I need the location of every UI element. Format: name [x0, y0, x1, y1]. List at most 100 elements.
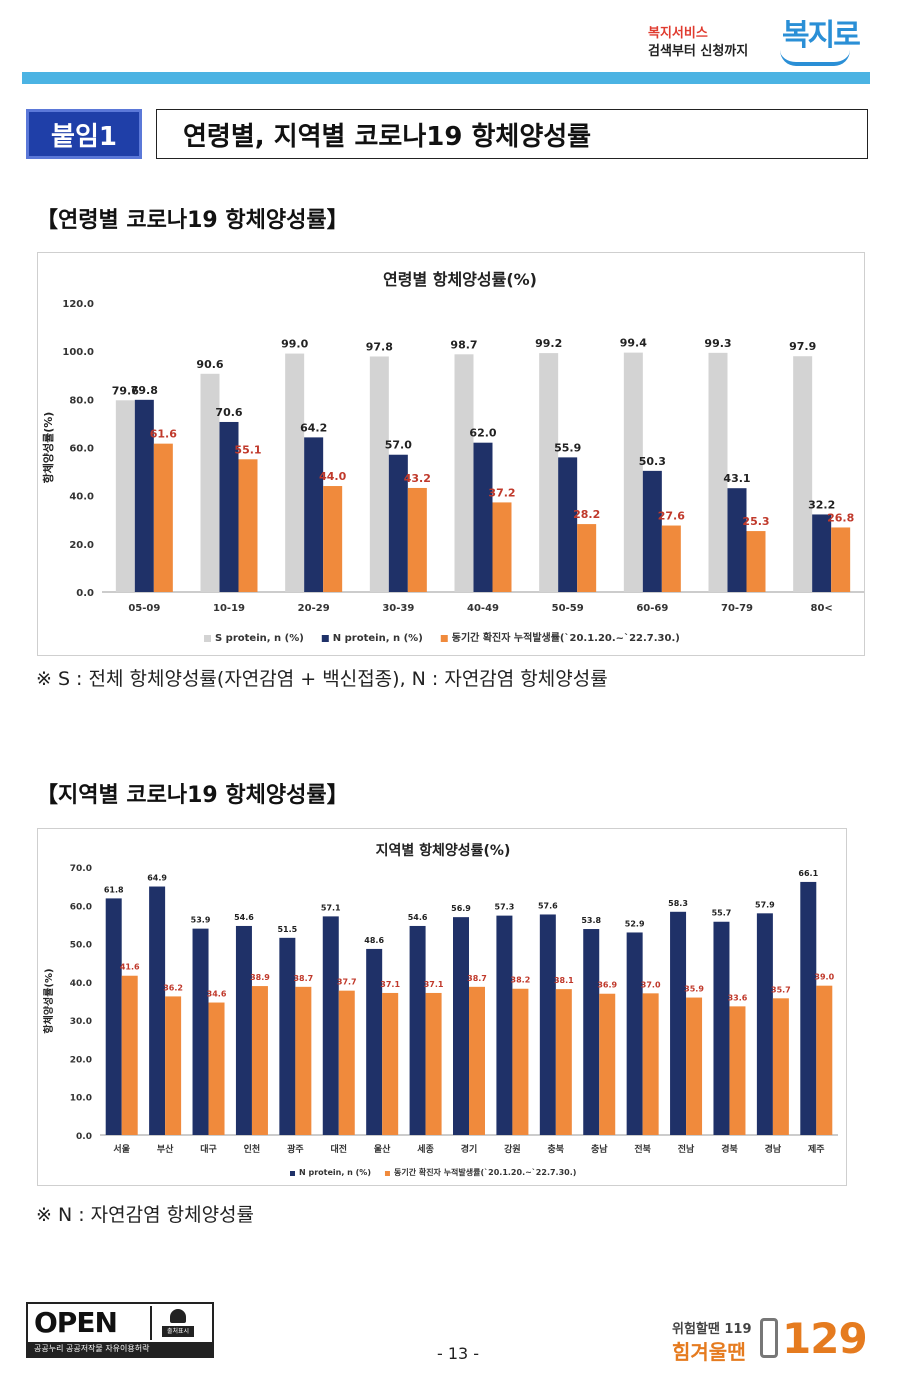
data-label: 37.1	[424, 980, 444, 989]
data-label: 55.7	[712, 909, 732, 918]
legend-swatch	[321, 635, 329, 642]
bar	[322, 916, 339, 1135]
legend-entry: 동기간 확진자 누적발생률(`20.1.20.~`22.7.30.)	[452, 631, 680, 644]
data-label: 37.0	[641, 980, 661, 989]
bar	[338, 990, 355, 1135]
attachment-badge: 붙임1	[26, 109, 142, 159]
y-tick-label: 30.0	[70, 1017, 92, 1027]
data-label: 58.3	[668, 899, 688, 908]
attribution-label: 출처표시	[162, 1326, 194, 1337]
data-label: 57.9	[755, 900, 775, 909]
bar	[192, 928, 209, 1135]
bar	[772, 998, 789, 1135]
data-label: 61.8	[104, 885, 124, 894]
x-tick-label: 80<	[811, 603, 833, 614]
x-tick-label: 70-79	[721, 603, 753, 614]
age-chart-frame: 연령별 항체양성률(%) 0.0 20.0 40.0 60.0 80.0 100.0 120.…	[37, 252, 865, 656]
kogl-open-text: OPEN	[34, 1306, 118, 1339]
y-tick-label: 70.0	[70, 864, 92, 874]
y-tick-label: 60.0	[69, 444, 94, 455]
bar	[251, 986, 268, 1135]
data-label: 55.9	[554, 441, 581, 454]
legend-swatch	[204, 635, 211, 642]
bar	[729, 1006, 746, 1135]
x-tick-label: 60-69	[636, 603, 668, 614]
x-tick-label: 부산	[157, 1143, 174, 1155]
region-section-heading: 【지역별 코로나19 항체양성률】	[36, 783, 349, 808]
data-label: 26.8	[827, 511, 854, 524]
bar	[165, 996, 182, 1135]
bar	[539, 914, 556, 1135]
bar	[105, 898, 122, 1135]
region-chart-frame: 지역별 항체양성률(%) 0.0 10.0 20.0 30.0 40.0 50.0 60.0 7…	[37, 828, 847, 1186]
x-tick-label: 강원	[504, 1143, 521, 1155]
x-tick-label: 제주	[808, 1143, 825, 1155]
data-label: 54.6	[408, 913, 428, 922]
bar	[623, 352, 643, 592]
y-axis-label: 항체양성률(%)	[41, 412, 55, 484]
y-tick-label: 10.0	[70, 1094, 92, 1104]
y-tick-label: 60.0	[70, 902, 92, 912]
data-label: 55.1	[234, 443, 261, 456]
bar	[642, 993, 659, 1135]
bar	[686, 997, 703, 1135]
age-chart: 연령별 항체양성률(%) 0.0 20.0 40.0 60.0 80.0 100.0 120.…	[41, 270, 864, 644]
data-label: 25.3	[742, 515, 769, 528]
x-tick-label: 경기	[461, 1143, 478, 1155]
phone-icon	[760, 1318, 778, 1358]
bar	[149, 886, 166, 1135]
legend-entry: N protein, n (%)	[333, 633, 423, 644]
header-divider	[22, 72, 870, 84]
legend-entry: N protein, n (%)	[299, 1168, 371, 1177]
bar	[577, 524, 597, 592]
x-tick-label: 충북	[548, 1143, 565, 1155]
bar	[454, 354, 474, 592]
data-label: 66.1	[798, 869, 818, 878]
bar	[812, 514, 832, 592]
data-label: 33.6	[728, 993, 748, 1002]
data-label: 38.2	[511, 976, 531, 985]
data-label: 38.7	[467, 974, 487, 983]
bar	[121, 975, 138, 1135]
chart-title: 연령별 항체양성률(%)	[383, 270, 537, 289]
x-tick-label: 30-39	[382, 603, 414, 614]
hotline-slogan-line1: 위험할땐 119	[672, 1322, 752, 1337]
bar	[409, 925, 426, 1135]
data-label: 43.2	[404, 472, 431, 485]
data-label: 99.0	[281, 338, 308, 351]
bar	[492, 502, 512, 592]
x-tick-label: 05-09	[128, 603, 160, 614]
bar	[512, 988, 529, 1135]
x-tick-label: 충남	[591, 1143, 608, 1155]
data-label: 43.1	[723, 472, 750, 485]
data-label: 32.2	[808, 498, 835, 511]
bar	[473, 442, 493, 592]
data-label: 70.6	[215, 406, 242, 419]
section-title: 연령별, 지역별 코로나19 항체양성률	[156, 109, 868, 159]
bar	[304, 437, 324, 592]
data-label: 39.0	[814, 973, 834, 982]
bar	[626, 932, 643, 1135]
data-label: 37.2	[488, 486, 515, 499]
age-section-heading: 【연령별 코로나19 항체양성률】	[36, 208, 349, 233]
bar	[708, 352, 728, 592]
data-label: 57.6	[538, 901, 558, 910]
data-label: 35.7	[771, 985, 791, 994]
y-tick-label: 100.0	[62, 347, 94, 358]
data-label: 57.0	[385, 439, 412, 452]
bar	[599, 993, 616, 1135]
data-label: 62.0	[469, 427, 496, 440]
bar	[555, 989, 572, 1135]
data-label: 90.6	[196, 358, 223, 371]
bar	[235, 925, 252, 1135]
bar	[558, 457, 578, 592]
bar	[238, 459, 258, 592]
data-label: 44.0	[319, 470, 346, 483]
x-tick-label: 경북	[721, 1143, 738, 1155]
legend-swatch	[384, 1171, 390, 1176]
bar	[208, 1002, 225, 1135]
legend-entry: S protein, n (%)	[215, 633, 304, 644]
bar	[583, 929, 600, 1135]
x-tick-label: 세종	[417, 1143, 434, 1155]
header-slogan-line1: 복지서비스	[648, 26, 708, 41]
